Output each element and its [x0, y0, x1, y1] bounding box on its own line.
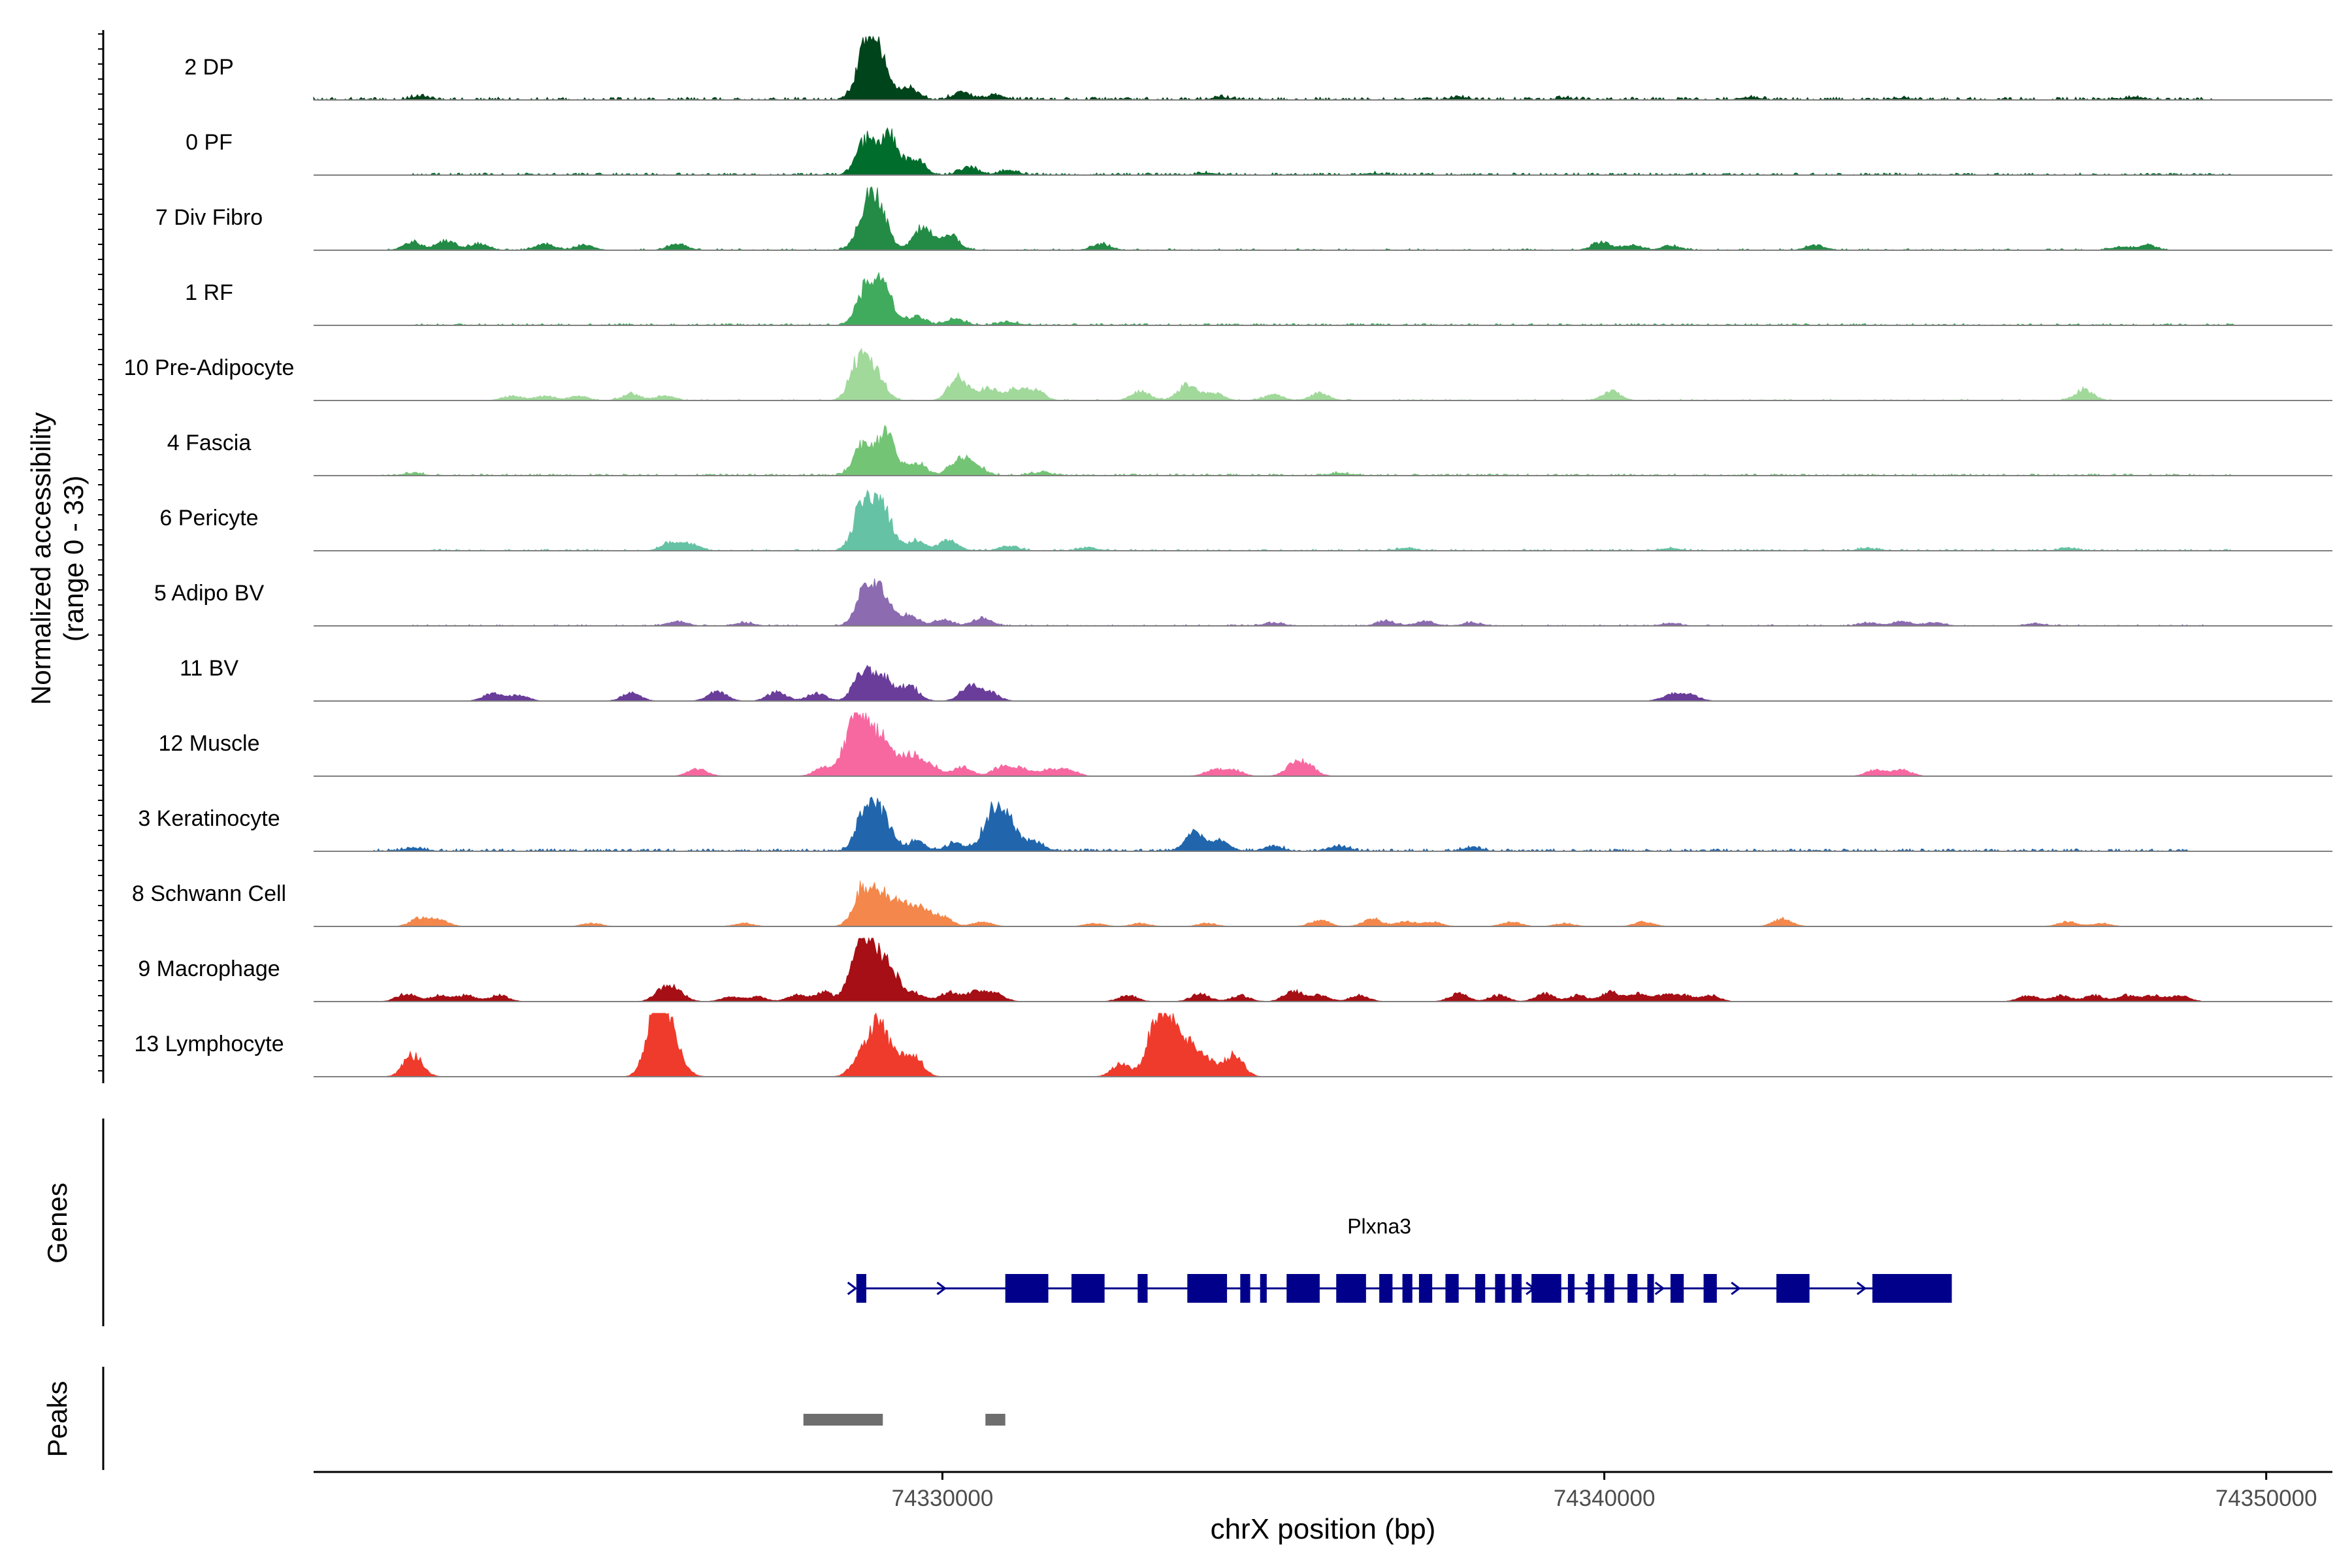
gene-exon	[1670, 1274, 1684, 1303]
track-label: 13 Lymphocyte	[134, 1032, 284, 1056]
track-label: 7 Div Fibro	[155, 205, 263, 230]
coverage-area	[314, 489, 2332, 551]
track-10: 12 Muscle	[159, 712, 2332, 777]
coverage-area	[314, 881, 2332, 927]
gene-exon	[1776, 1274, 1810, 1303]
track-7: 6 Pericyte	[159, 489, 2332, 551]
peaks-axis-label: Peaks	[42, 1381, 73, 1458]
gene-model: Plxna3	[847, 1215, 1952, 1303]
strand-arrow-icon	[1856, 1281, 1867, 1296]
gene-annotation-track: Plxna3	[847, 1215, 1952, 1303]
gene-exon	[1336, 1274, 1366, 1303]
strand-arrow-icon	[847, 1281, 858, 1296]
coverage-area	[314, 796, 2332, 852]
gene-exon	[1418, 1274, 1433, 1303]
gene-exon	[1005, 1274, 1049, 1303]
y-axis-label-line2: (range 0 - 33)	[58, 476, 89, 642]
coverage-area	[314, 664, 2332, 702]
coverage-area	[314, 425, 2332, 476]
track-9: 11 BV	[180, 656, 2332, 702]
gene-exon	[1531, 1274, 1561, 1303]
strand-arrow-icon	[1654, 1281, 1665, 1296]
track-1: 2 DP	[184, 35, 2332, 101]
gene-exon	[1187, 1274, 1228, 1303]
track-label: 1 RF	[185, 280, 233, 305]
track-2: 0 PF	[186, 127, 2332, 176]
gene-exon	[1137, 1274, 1148, 1303]
track-label: 2 DP	[184, 55, 234, 80]
track-4: 1 RF	[185, 272, 2332, 326]
gene-exon	[1379, 1274, 1393, 1303]
coverage-area	[314, 578, 2332, 627]
track-label: 12 Muscle	[159, 731, 260, 756]
peak-region	[985, 1414, 1005, 1426]
track-12: 8 Schwann Cell	[132, 881, 2332, 927]
track-8: 5 Adipo BV	[154, 578, 2332, 627]
coverage-area	[314, 937, 2332, 1002]
gene-name-label: Plxna3	[1347, 1215, 1411, 1238]
gene-exon	[1445, 1274, 1459, 1303]
peak-regions-track	[803, 1414, 1005, 1426]
track-label: 0 PF	[186, 130, 233, 155]
coverage-area	[314, 1012, 2332, 1077]
gene-exon	[1647, 1274, 1654, 1303]
track-label: 6 Pericyte	[159, 506, 258, 531]
y-axis-label-line1: Normalized accessibility	[25, 412, 56, 705]
track-label: 10 Pre-Adipocyte	[124, 355, 295, 380]
gene-exon	[1240, 1274, 1250, 1303]
strand-arrow-icon	[1526, 1281, 1536, 1296]
track-label: 4 Fascia	[167, 431, 252, 455]
gene-exon	[1495, 1274, 1505, 1303]
track-label: 9 Macrophage	[138, 956, 280, 981]
gene-exon	[1071, 1274, 1105, 1303]
track-label: 3 Keratinocyte	[138, 806, 280, 831]
coverage-area	[314, 186, 2332, 251]
track-5: 10 Pre-Adipocyte	[124, 348, 2332, 401]
x-axis-label: chrX position (bp)	[1211, 1513, 1436, 1545]
coverage-tracks: 2 DP 0 PF 7 Div Fibro 1 RF 10 Pre-Adipocyte 4…	[124, 35, 2332, 1077]
gene-exon	[1604, 1274, 1614, 1303]
track-3: 7 Div Fibro	[155, 186, 2332, 251]
track-label: 5 Adipo BV	[154, 581, 265, 606]
genes-axis-label: Genes	[42, 1183, 73, 1264]
coverage-area	[314, 127, 2332, 176]
x-tick-label: 74330000	[892, 1486, 994, 1511]
gene-exon	[1872, 1274, 1952, 1303]
gene-exon	[1511, 1274, 1522, 1303]
x-tick-label: 74350000	[2215, 1486, 2317, 1511]
gene-exon	[1627, 1274, 1638, 1303]
x-tick-label: 74340000	[1554, 1486, 1656, 1511]
gene-exon	[1588, 1274, 1595, 1303]
strand-arrow-icon	[1731, 1281, 1741, 1296]
coverage-area	[314, 712, 2332, 777]
gene-exon	[1567, 1274, 1575, 1303]
strand-arrow-icon	[936, 1281, 947, 1296]
coverage-area	[314, 272, 2332, 326]
gene-exon	[1286, 1274, 1320, 1303]
x-axis-ticks: 74330000 74340000 74350000	[892, 1472, 2317, 1511]
track-11: 3 Keratinocyte	[138, 796, 2332, 852]
track-label: 11 BV	[180, 656, 238, 681]
track-13: 9 Macrophage	[138, 937, 2332, 1002]
coverage-area	[313, 35, 2332, 101]
gene-exon	[1475, 1274, 1486, 1303]
peak-region	[803, 1414, 883, 1426]
tracks-left-ticks	[98, 33, 103, 1071]
strand-arrow-icon	[1585, 1281, 1595, 1296]
coverage-area	[314, 348, 2332, 401]
track-label: 8 Schwann Cell	[132, 881, 286, 906]
track-6: 4 Fascia	[167, 425, 2332, 476]
gene-exon	[1703, 1274, 1717, 1303]
gene-exon	[856, 1274, 866, 1303]
gene-exon	[1402, 1274, 1413, 1303]
gene-exon	[1260, 1274, 1267, 1303]
track-14: 13 Lymphocyte	[134, 1012, 2332, 1077]
